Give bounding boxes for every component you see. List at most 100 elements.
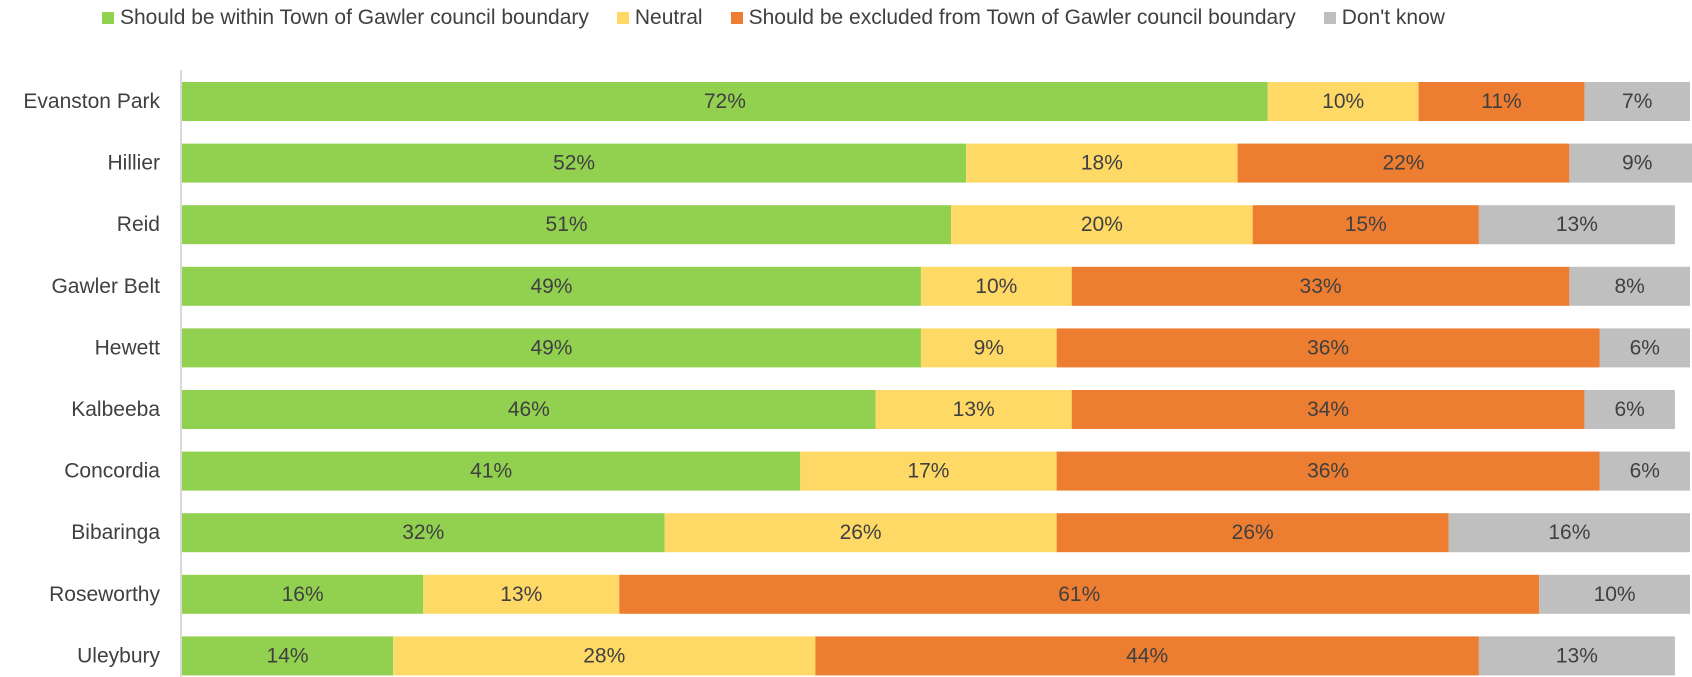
- data-label: 72%: [704, 90, 746, 113]
- legend: Should be within Town of Gawler council …: [102, 4, 1473, 32]
- category-label: Reid: [117, 213, 160, 236]
- bar-segment: [1418, 82, 1585, 121]
- bar-segment: [393, 636, 816, 676]
- bar-segment: [182, 451, 801, 491]
- bar-segment: [951, 205, 1253, 245]
- data-label: 13%: [1556, 644, 1598, 667]
- data-label: 6%: [1630, 460, 1660, 483]
- data-label: 6%: [1615, 398, 1645, 421]
- bar-segment: [1237, 143, 1570, 183]
- data-label: 46%: [508, 398, 550, 421]
- bar-segment: [1599, 328, 1690, 368]
- bar-segment: [1539, 574, 1690, 614]
- bar-segment: [182, 266, 921, 306]
- data-label: 13%: [953, 398, 995, 421]
- data-label: 33%: [1300, 275, 1342, 298]
- bar-segment: [1478, 205, 1675, 245]
- bar-segment: [815, 636, 1479, 676]
- bar-segment: [1584, 82, 1690, 121]
- bar-segment: [182, 574, 424, 614]
- data-label: 6%: [1630, 336, 1660, 359]
- data-label: 13%: [500, 583, 542, 606]
- data-label: 9%: [974, 336, 1004, 359]
- bar-segment: [920, 328, 1057, 368]
- bar-segment: [182, 328, 921, 368]
- data-label: 14%: [267, 644, 309, 667]
- legend-item: Don't know: [1323, 6, 1445, 30]
- legend-label: Should be excluded from Town of Gawler c…: [748, 6, 1296, 29]
- data-label: 32%: [402, 521, 444, 544]
- data-label: 36%: [1307, 336, 1349, 359]
- data-label: 15%: [1345, 213, 1387, 236]
- bar-segment: [182, 636, 394, 676]
- bar-segment: [1071, 266, 1570, 306]
- legend-label: Neutral: [634, 6, 703, 29]
- data-label: 22%: [1382, 152, 1424, 175]
- legend-item: Should be excluded from Town of Gawler c…: [730, 6, 1296, 30]
- data-label: 26%: [840, 521, 882, 544]
- bar-segment: [1056, 328, 1600, 368]
- legend-label: Don't know: [1341, 6, 1445, 29]
- bar-segment: [182, 82, 1268, 121]
- bar-segment: [1569, 266, 1690, 306]
- bar-segment: [1267, 82, 1419, 121]
- bar-segment: [1252, 205, 1479, 245]
- data-label: 61%: [1058, 583, 1100, 606]
- bar-segment: [182, 143, 967, 183]
- legend-swatch: [616, 12, 629, 24]
- legend-label: Should be within Town of Gawler council …: [120, 6, 589, 29]
- data-label: 16%: [282, 583, 324, 606]
- bar-segment: [920, 266, 1072, 306]
- data-label: 34%: [1307, 398, 1349, 421]
- legend-swatch: [730, 12, 743, 24]
- bar-segment: [182, 390, 876, 429]
- data-label: 16%: [1548, 521, 1590, 544]
- data-label: 52%: [553, 152, 595, 175]
- bar-segment: [1478, 636, 1675, 676]
- bar-segment: [875, 390, 1072, 429]
- data-label: 17%: [907, 460, 949, 483]
- category-label: Evanston Park: [23, 90, 160, 113]
- category-label: Hillier: [108, 152, 161, 175]
- bar-segment: [423, 574, 620, 614]
- category-label: Uleybury: [77, 644, 160, 667]
- data-label: 28%: [583, 644, 625, 667]
- data-label: 49%: [530, 336, 572, 359]
- bar-segment: [182, 205, 952, 245]
- data-label: 36%: [1307, 460, 1349, 483]
- data-label: 51%: [546, 213, 588, 236]
- bar-segment: [664, 513, 1057, 553]
- bar-segment: [1056, 451, 1600, 491]
- bar-segment: [1599, 451, 1690, 491]
- legend-swatch: [1323, 12, 1336, 24]
- category-label: Gawler Belt: [51, 275, 160, 298]
- bar-segment: [619, 574, 1540, 614]
- legend-swatch: [102, 12, 114, 24]
- category-label: Hewett: [95, 336, 161, 359]
- data-label: 13%: [1556, 213, 1598, 236]
- category-label: Kalbeeba: [71, 398, 160, 421]
- bar-segment: [966, 143, 1238, 183]
- data-label: 7%: [1622, 90, 1652, 113]
- bar-segment: [1448, 513, 1690, 553]
- legend-item: Should be within Town of Gawler council …: [102, 6, 589, 30]
- category-label: Bibaringa: [71, 521, 160, 544]
- data-label: 8%: [1615, 275, 1645, 298]
- data-label: 20%: [1081, 213, 1123, 236]
- data-label: 41%: [470, 460, 512, 483]
- category-label: Concordia: [64, 460, 160, 483]
- data-label: 26%: [1232, 521, 1274, 544]
- bar-segment: [182, 513, 665, 553]
- category-label: Roseworthy: [49, 583, 160, 606]
- data-label: 10%: [1322, 90, 1364, 113]
- data-label: 10%: [975, 275, 1017, 298]
- bar-segment: [1569, 143, 1692, 183]
- legend-item: Neutral: [616, 6, 703, 30]
- data-label: 49%: [530, 275, 572, 298]
- data-label: 18%: [1081, 152, 1123, 175]
- data-label: 10%: [1594, 583, 1636, 606]
- data-label: 44%: [1126, 644, 1168, 667]
- data-label: 11%: [1481, 90, 1521, 113]
